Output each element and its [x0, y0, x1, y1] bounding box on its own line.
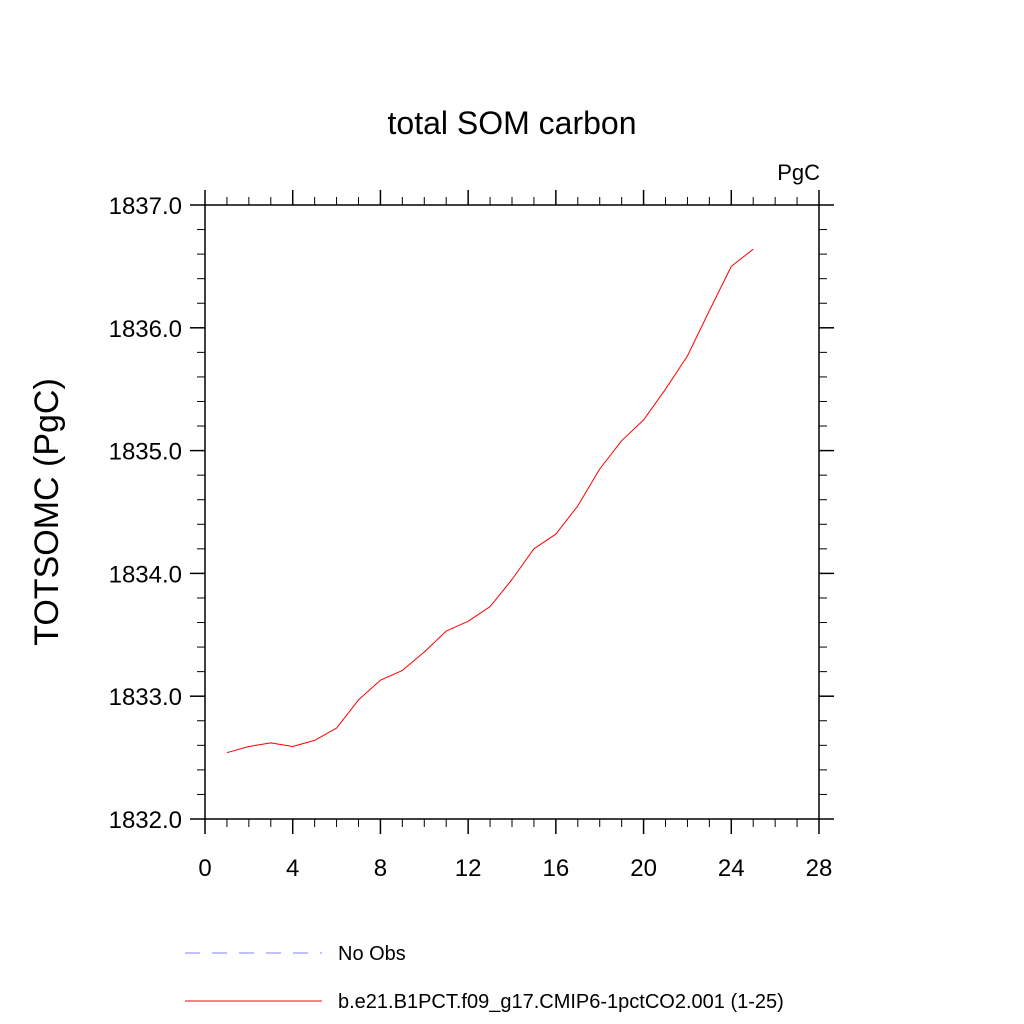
y-tick-label: 1834.0: [109, 561, 182, 588]
y-tick-label: 1837.0: [109, 193, 182, 220]
x-tick-label: 16: [543, 855, 570, 882]
units-label: PgC: [777, 160, 820, 185]
series-line: [226, 248, 754, 754]
y-tick-label: 1833.0: [109, 684, 182, 711]
legend: No Obs b.e21.B1PCT.f09_g17.CMIP6-1pctCO2…: [185, 943, 784, 1013]
y-tick-label: 1836.0: [109, 316, 182, 343]
y-tick-label: 1832.0: [109, 807, 182, 834]
x-tick-label: 12: [455, 855, 482, 882]
legend-label-no-obs: No Obs: [338, 943, 406, 965]
axis-ticks: [190, 190, 834, 834]
y-axis-label: TOTSOMC (PgC): [28, 378, 66, 646]
y-tick-label: 1835.0: [109, 439, 182, 466]
x-tick-label: 8: [374, 855, 387, 882]
chart-title: total SOM carbon: [388, 105, 637, 141]
x-tick-labels: 0 4 8 12 16 20 24 28: [198, 855, 832, 882]
x-tick-label: 28: [806, 855, 833, 882]
x-tick-label: 0: [198, 855, 211, 882]
x-tick-label: 24: [718, 855, 745, 882]
y-tick-labels: 1832.0 1833.0 1834.0 1835.0 1836.0 1837.0: [109, 193, 182, 834]
x-tick-label: 4: [286, 855, 299, 882]
plot-frame: [204, 204, 820, 820]
legend-label-series: b.e21.B1PCT.f09_g17.CMIP6-1pctCO2.001 (1…: [338, 991, 784, 1013]
x-tick-label: 20: [630, 855, 657, 882]
series-group: [226, 248, 754, 754]
